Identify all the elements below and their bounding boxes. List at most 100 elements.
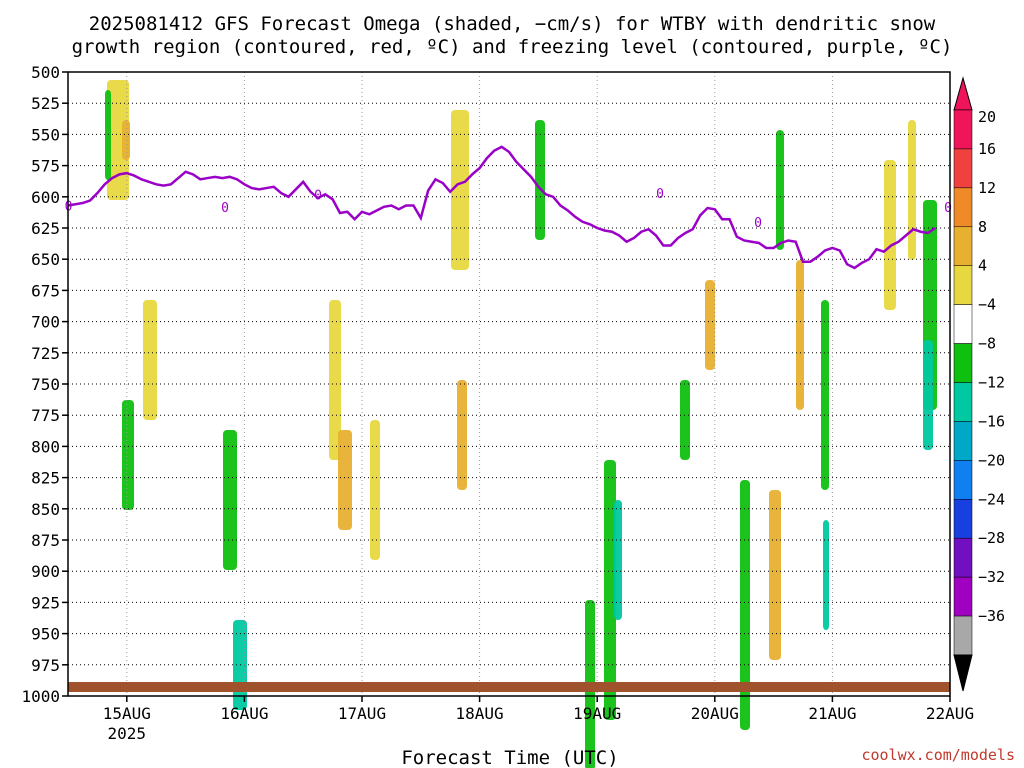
chart-title-line-2: growth region (contoured, red, ºC) and f…	[72, 36, 953, 58]
omega-shade-cell	[370, 420, 380, 560]
y-tick-label: 625	[31, 219, 60, 238]
contour-label: 0	[656, 187, 664, 202]
colorbar-swatch	[953, 499, 973, 539]
y-tick-label: 875	[31, 531, 60, 550]
colorbar-label: −36	[978, 607, 1005, 625]
colorbar-swatch	[953, 265, 973, 305]
y-axis: 500 525 550 575 600 625 650 675 700 725 750 775 800 8…	[21, 63, 68, 706]
x-tick-sublabel: 2025	[108, 724, 147, 743]
colorbar-label: −16	[978, 412, 1005, 430]
freezing-level-line	[67, 145, 937, 270]
omega-shade-cell	[908, 120, 916, 260]
surface-band	[68, 682, 950, 692]
omega-shade-cell	[329, 300, 341, 460]
x-axis-label: Forecast Time (UTC)	[401, 747, 618, 768]
colorbar-label: −28	[978, 529, 1005, 547]
y-tick-label: 950	[31, 625, 60, 644]
omega-shade-cell	[223, 430, 237, 570]
colorbar-label: 12	[978, 179, 996, 197]
colorbar-swatch	[953, 382, 973, 422]
colorbar-label: −32	[978, 568, 1005, 586]
omega-shade-cell	[614, 500, 622, 620]
omega-shade-cell	[105, 90, 111, 180]
x-tick-label: 16AUG	[220, 704, 268, 723]
y-tick-label: 975	[31, 656, 60, 675]
omega-shade-cell	[884, 160, 896, 310]
chart-title-line-1: 2025081412 GFS Forecast Omega (shaded, −…	[89, 13, 936, 35]
colorbar-swatch	[953, 615, 973, 656]
colorbar-swatch	[953, 537, 973, 578]
colorbar: 20 16 12 8 4 −4 −8 −12 −16 −20 −24 −28 −32 −36	[953, 76, 1005, 692]
y-tick-label: 1000	[21, 687, 60, 706]
x-tick-label: 22AUG	[926, 704, 974, 723]
omega-shade-cell	[457, 380, 467, 490]
omega-shade-cell	[769, 490, 781, 660]
colorbar-swatch	[953, 109, 973, 150]
omega-shade-cell	[740, 480, 750, 730]
omega-shade-cell	[604, 460, 616, 720]
colorbar-label: −8	[978, 335, 996, 353]
contour-label: 0	[944, 201, 952, 216]
contour-label: 0	[754, 216, 762, 231]
x-tick-label: 15AUG	[103, 704, 151, 723]
omega-shade-cell	[535, 120, 545, 240]
omega-shade-cell	[923, 340, 933, 450]
omega-shade-cell	[122, 120, 130, 160]
y-tick-label: 900	[31, 562, 60, 581]
colorbar-swatch	[953, 460, 973, 500]
colorbar-swatch	[953, 304, 973, 344]
y-tick-label: 525	[31, 94, 60, 113]
y-tick-label: 575	[31, 157, 60, 176]
x-tick-label: 17AUG	[338, 704, 386, 723]
omega-shade-cell	[823, 520, 829, 630]
colorbar-label: −4	[978, 296, 996, 314]
colorbar-bottom-arrow	[953, 654, 973, 692]
colorbar-label: 20	[978, 108, 996, 126]
colorbar-label: 4	[978, 257, 987, 275]
omega-shade-cell	[338, 430, 352, 530]
colorbar-top-arrow	[953, 76, 973, 111]
x-tick-label: 19AUG	[573, 704, 621, 723]
y-tick-label: 600	[31, 188, 60, 207]
credit-text: coolwx.com/models	[861, 746, 1015, 764]
colorbar-label: −20	[978, 451, 1005, 469]
y-tick-label: 725	[31, 344, 60, 363]
omega-shade-cell	[451, 110, 469, 270]
y-tick-label: 650	[31, 250, 60, 269]
omega-shade-cell	[796, 260, 804, 410]
omega-shade-cell	[705, 280, 715, 370]
freezing-level-contour: 0 00 000	[65, 145, 952, 270]
colorbar-swatch	[953, 148, 973, 189]
y-tick-label: 500	[31, 63, 60, 82]
omega-shade-cell	[107, 80, 129, 200]
y-tick-label: 550	[31, 125, 60, 144]
y-tick-label: 800	[31, 437, 60, 456]
y-tick-label: 825	[31, 469, 60, 488]
y-tick-label: 925	[31, 593, 60, 612]
y-tick-label: 750	[31, 375, 60, 394]
omega-shade-cell	[143, 300, 157, 420]
omega-shade-cell	[680, 380, 690, 460]
x-tick-label: 20AUG	[691, 704, 739, 723]
contour-label: 0	[314, 188, 322, 203]
colorbar-swatch	[953, 187, 973, 228]
omega-shade-cell	[776, 130, 784, 250]
colorbar-label: 8	[978, 218, 987, 236]
x-tick-label: 21AUG	[808, 704, 856, 723]
colorbar-label: −12	[978, 374, 1005, 392]
colorbar-label: 16	[978, 140, 996, 158]
y-tick-label: 700	[31, 313, 60, 332]
omega-shade-cell	[122, 400, 134, 510]
y-tick-label: 850	[31, 500, 60, 519]
colorbar-swatch	[953, 421, 973, 461]
contour-label: 0	[221, 201, 229, 216]
colorbar-swatch	[953, 343, 973, 383]
colorbar-swatch	[953, 576, 973, 617]
colorbar-label: −24	[978, 490, 1005, 508]
x-tick-label: 18AUG	[456, 704, 504, 723]
colorbar-swatch	[953, 226, 973, 266]
y-tick-label: 675	[31, 281, 60, 300]
omega-shade-cell	[821, 300, 829, 490]
